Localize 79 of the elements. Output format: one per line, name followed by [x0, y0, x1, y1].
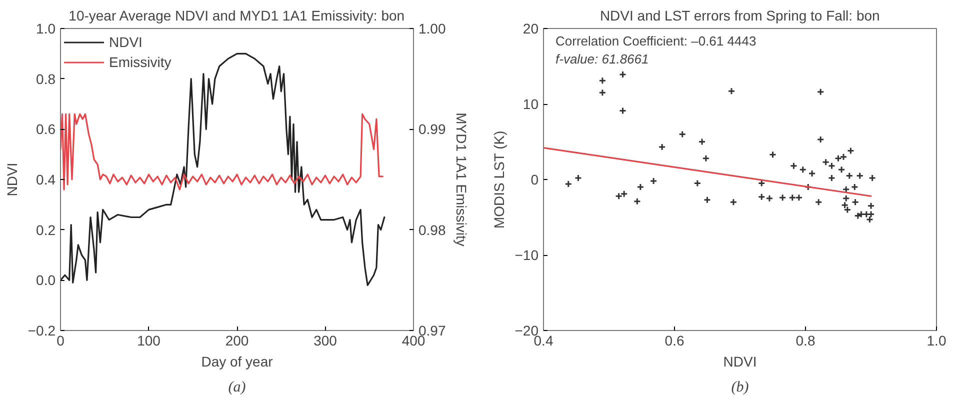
point: [822, 158, 830, 166]
point: [856, 172, 864, 180]
text: (b): [731, 380, 749, 396]
point: [658, 143, 666, 151]
y2-axis-title: MYD1 1A1 Emissivity: [454, 112, 470, 246]
point: [728, 87, 736, 95]
x-tick-label: 100: [137, 332, 161, 348]
y-axis-title: NDVI: [4, 162, 20, 196]
point: [816, 136, 824, 144]
x-tick-label: 300: [314, 332, 338, 348]
point: [867, 202, 875, 210]
point: [795, 194, 803, 202]
point: [704, 196, 711, 204]
point: [619, 107, 627, 115]
point: [758, 180, 766, 188]
point: [636, 183, 644, 191]
y-tick-label: 1.0: [36, 20, 56, 36]
point: [828, 174, 836, 182]
legend-label: NDVI: [109, 34, 142, 50]
point: [678, 130, 686, 138]
point: [790, 162, 798, 170]
point: [788, 194, 796, 202]
y-tick-label: 10: [522, 96, 539, 112]
point: [650, 177, 658, 185]
point: [838, 166, 846, 174]
point: [694, 180, 702, 188]
x-tick-label: 0.8: [796, 332, 816, 348]
point: [702, 154, 710, 162]
point: [730, 198, 738, 206]
point: [828, 162, 836, 170]
point: [598, 88, 606, 96]
point: [850, 183, 858, 191]
point: [841, 201, 849, 209]
y-tick-label: 0.2: [36, 222, 56, 238]
y-tick-label: 0.4: [36, 172, 56, 188]
point: [769, 150, 776, 158]
point: [799, 166, 807, 174]
point: [574, 174, 582, 182]
point: [852, 198, 860, 206]
y-tick-label: 20: [522, 20, 539, 36]
point: [816, 88, 824, 96]
point: [844, 206, 852, 214]
point: [598, 76, 606, 84]
point: [778, 194, 786, 202]
point: [698, 138, 706, 146]
y-tick-label: −10: [514, 247, 539, 263]
point: [808, 170, 816, 178]
y2-tick-label: 0.99: [418, 121, 446, 138]
y-tick-label: 0: [530, 172, 539, 188]
annotation: f-value: 61.8661: [556, 52, 649, 66]
x-axis-title: NDVI: [723, 354, 757, 370]
y-tick-label: 0.6: [36, 121, 56, 138]
y2-tick-label: 0.98: [418, 222, 446, 238]
point: [564, 180, 572, 188]
x-tick-label: 200: [225, 332, 249, 348]
point: [842, 194, 850, 202]
x-tick-label: 1.0: [926, 332, 946, 348]
point: [766, 194, 774, 202]
point: [846, 172, 854, 180]
point: [619, 70, 627, 78]
y2-tick-label: 1.00: [418, 20, 446, 36]
y-tick-label: −0.2: [28, 322, 56, 338]
annotation: Correlation Coefficient: –0.61 4443: [556, 34, 756, 48]
y-tick-label: 0.8: [36, 70, 56, 87]
point: [758, 193, 766, 201]
point: [814, 198, 822, 206]
line-series: [60, 52, 386, 286]
chart-title: NDVI and LST errors from Spring to Fall: bon: [600, 8, 880, 24]
x-axis-title: Day of year: [201, 354, 274, 370]
text: (a): [228, 380, 246, 396]
chart-title: 10-year Average NDVI and MYD1 1A1 Emissivity: bon: [68, 8, 405, 24]
point: [846, 147, 854, 155]
legend-label: Emissivity: [109, 54, 172, 70]
line-series: [60, 113, 384, 190]
point: [868, 174, 876, 182]
x-tick-label: 0.6: [664, 332, 684, 348]
y-tick-label: 0.0: [36, 272, 56, 288]
point: [633, 198, 641, 206]
y-axis-title: MODIS LST (K): [490, 130, 507, 229]
